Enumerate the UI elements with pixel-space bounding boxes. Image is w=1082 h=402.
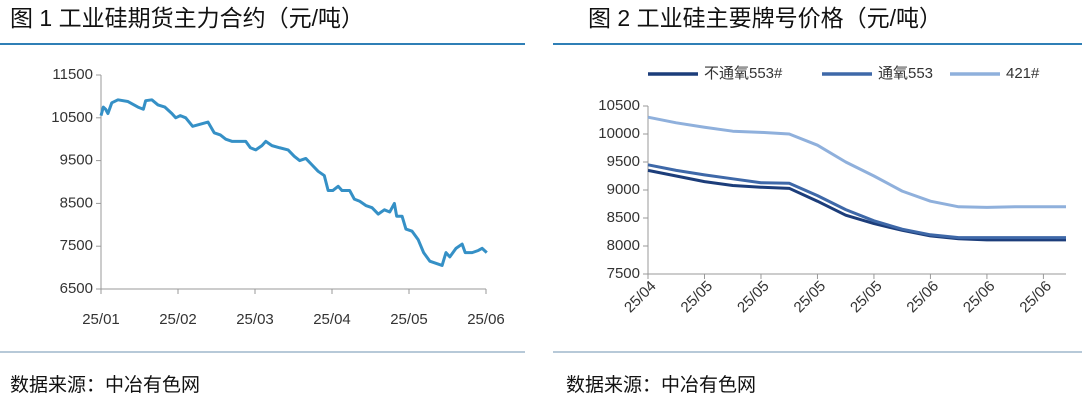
x-tick-label: 25/01 <box>82 311 120 328</box>
x-tick-label: 25/06 <box>1016 278 1055 317</box>
y-tick-label: 10500 <box>598 97 640 114</box>
legend-label: 通氧553 <box>878 65 933 82</box>
y-tick-label: 10000 <box>598 125 640 142</box>
y-tick-label: 9000 <box>607 181 640 198</box>
series-line <box>647 168 1066 242</box>
x-tick-label: 25/06 <box>467 311 505 328</box>
x-tick-label: 25/02 <box>159 311 197 328</box>
source: 数据来源：中冶有色网 <box>566 374 756 396</box>
x-tick-label: 25/05 <box>678 278 717 317</box>
y-tick-label: 7500 <box>607 265 640 282</box>
chart-title: 图 1 工业硅期货主力合约（元/吨） <box>10 5 364 31</box>
legend-label: 不通氧553# <box>704 65 783 82</box>
x-tick-label: 25/05 <box>791 278 830 317</box>
x-tick-label: 25/05 <box>390 311 428 328</box>
y-tick-label: 8000 <box>607 237 640 254</box>
x-tick-label: 25/05 <box>734 278 773 317</box>
x-tick-label: 25/05 <box>847 278 886 317</box>
y-tick-label: 6500 <box>60 280 93 297</box>
x-tick-label: 25/06 <box>960 278 999 317</box>
y-tick-label: 10500 <box>51 109 93 126</box>
series-line <box>647 163 1066 240</box>
x-tick-label: 25/04 <box>621 278 660 317</box>
legend-label: 421# <box>1006 65 1040 82</box>
x-tick-label: 25/04 <box>313 311 351 328</box>
series-line <box>647 115 1066 209</box>
x-tick-label: 25/06 <box>903 278 942 317</box>
series-line <box>99 98 488 267</box>
x-tick-label: 25/03 <box>236 311 274 328</box>
y-tick-label: 9500 <box>607 153 640 170</box>
y-tick-label: 8500 <box>607 209 640 226</box>
y-tick-label: 9500 <box>60 152 93 169</box>
chart-title: 图 2 工业硅主要牌号价格（元/吨） <box>588 5 942 31</box>
y-tick-label: 7500 <box>60 237 93 254</box>
y-tick-label: 8500 <box>60 194 93 211</box>
y-tick-label: 11500 <box>52 66 93 83</box>
source: 数据来源：中冶有色网 <box>10 374 200 396</box>
